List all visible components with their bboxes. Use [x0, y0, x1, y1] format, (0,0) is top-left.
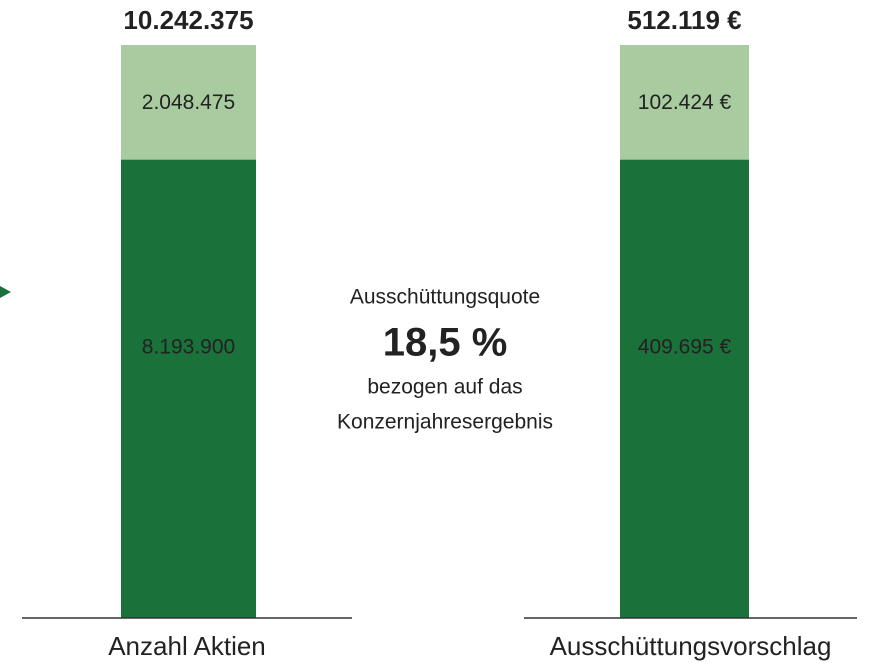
- value-label: 409.695 €: [638, 335, 732, 358]
- total-label: 512.119 €: [627, 5, 741, 35]
- x-tick-label: Anzahl Aktien: [108, 631, 266, 661]
- bar-segment: [121, 159, 256, 618]
- arrow-marker: [0, 286, 11, 298]
- bar-segment: [620, 159, 749, 618]
- annotation-title: Ausschüttungsquote: [350, 286, 540, 309]
- bar-segment: [620, 45, 749, 160]
- value-label: 2.048.475: [142, 91, 235, 114]
- x-tick-label: Ausschüttungsvorschlag: [550, 631, 832, 661]
- value-label: 102.424 €: [638, 91, 732, 114]
- value-label: 8.193.900: [142, 335, 235, 358]
- total-label: 10.242.375: [123, 5, 253, 35]
- bar-segment: [121, 45, 256, 160]
- annotation-text: bezogen auf das: [367, 376, 522, 399]
- annotation-text: Konzernjahresergebnis: [337, 411, 553, 434]
- annotation-value: 18,5 %: [383, 321, 508, 365]
